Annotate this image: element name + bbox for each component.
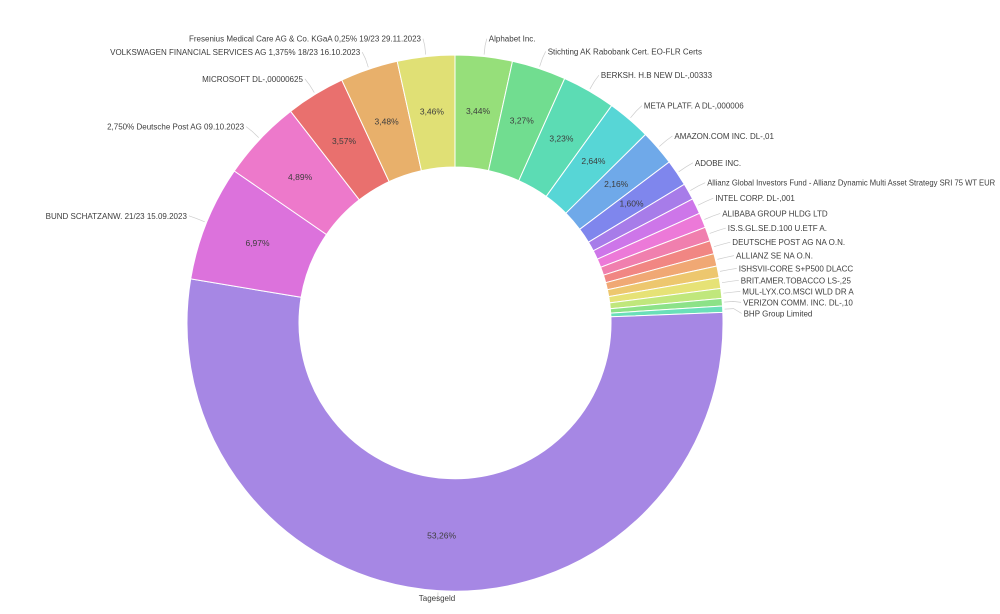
label-tick-line xyxy=(709,227,726,234)
slice-name-label: Fresenius Medical Care AG & Co. KGaA 0,2… xyxy=(189,35,422,44)
label-tick-line xyxy=(659,135,673,147)
slice-name-label: MUL-LYX.CO.MSCI WLD DR A xyxy=(742,287,854,296)
slice-name-label: DEUTSCHE POST AG NA O.N. xyxy=(732,238,845,247)
slice-name-label: ADOBE INC. xyxy=(695,159,741,168)
slice-percent-label: 1,60% xyxy=(619,199,644,209)
slice-name-label: VOLKSWAGEN FINANCIAL SERVICES AG 1,375% … xyxy=(110,48,361,57)
label-tick-line xyxy=(717,255,735,260)
label-tick-line xyxy=(719,268,737,272)
slice-name-label: IS.S.GL.SE.D.100 U.ETF A. xyxy=(728,224,827,233)
slice-name-label: BRIT.AMER.TOBACCO LS-,25 xyxy=(741,276,852,285)
label-tick-line xyxy=(704,213,721,220)
slice-percent-label: 3,27% xyxy=(510,116,535,126)
label-tick-line xyxy=(304,78,315,93)
slice-name-label: ALLIANZ SE NA O.N. xyxy=(736,252,813,261)
label-tick-line xyxy=(723,291,741,294)
slice-name-label: Allianz Global Investors Fund - Allianz … xyxy=(707,179,995,188)
label-tick-line xyxy=(589,74,600,90)
label-tick-line xyxy=(697,197,714,206)
slice-name-label: AMAZON.COM INC. DL-,01 xyxy=(674,132,774,141)
slice-percent-label: 3,44% xyxy=(466,106,491,116)
slice-percent-label: 3,23% xyxy=(549,134,574,144)
label-tick-line xyxy=(678,162,694,173)
slice-name-label: BERKSH. H.B NEW DL-,00333 xyxy=(601,71,713,80)
slice-name-label: META PLATF. A DL-,000006 xyxy=(644,102,744,111)
label-tick-line xyxy=(630,105,643,119)
slice-percent-label: 2,64% xyxy=(581,156,606,166)
slice-percent-label: 3,57% xyxy=(332,136,357,146)
slice-percent-label: 4,89% xyxy=(288,172,313,182)
slice-percent-label: 3,46% xyxy=(420,106,445,116)
slice-name-label: ISHSVII-CORE S+P500 DLACC xyxy=(739,264,854,273)
slice-percent-label: 6,97% xyxy=(245,238,270,248)
label-tick-line xyxy=(245,126,259,138)
label-tick-line xyxy=(437,592,439,602)
slice-name-label: Tagesgeld xyxy=(419,594,455,603)
label-tick-line xyxy=(361,51,369,68)
label-tick-line xyxy=(713,241,731,248)
pie-slice[interactable] xyxy=(396,54,456,172)
slice-name-label: ALIBABA GROUP HLDG LTD xyxy=(722,209,828,218)
slice-name-label: Alphabet Inc. xyxy=(489,35,536,44)
slice-percent-label: 2,16% xyxy=(604,179,629,189)
slice-name-label: BHP Group Limited xyxy=(744,309,813,318)
slice-percent-label: 53,26% xyxy=(427,531,456,541)
label-tick-line xyxy=(724,308,742,314)
label-tick-line xyxy=(422,38,427,55)
slice-name-label: INTEL CORP. DL-,001 xyxy=(715,194,795,203)
label-tick-line xyxy=(721,279,739,284)
label-tick-line xyxy=(188,215,205,223)
label-tick-line xyxy=(690,182,706,191)
slice-name-label: MICROSOFT DL-,00000625 xyxy=(202,75,303,84)
slice-name-label: BUND SCHATZANW. 21/23 15.09.2023 xyxy=(46,212,188,221)
slice-name-label: VERIZON COMM. INC. DL-,10 xyxy=(743,298,853,307)
slice-percent-label: 3,48% xyxy=(375,116,400,126)
pie-slice[interactable] xyxy=(186,278,724,592)
slice-name-label: 2,750% Deutsche Post AG 09.10.2023 xyxy=(107,123,245,132)
label-tick-line xyxy=(539,51,547,67)
label-tick-line xyxy=(483,38,488,55)
label-tick-line xyxy=(724,301,742,303)
slice-name-label: Stichting AK Rabobank Cert. EO-FLR Certs xyxy=(548,47,702,56)
